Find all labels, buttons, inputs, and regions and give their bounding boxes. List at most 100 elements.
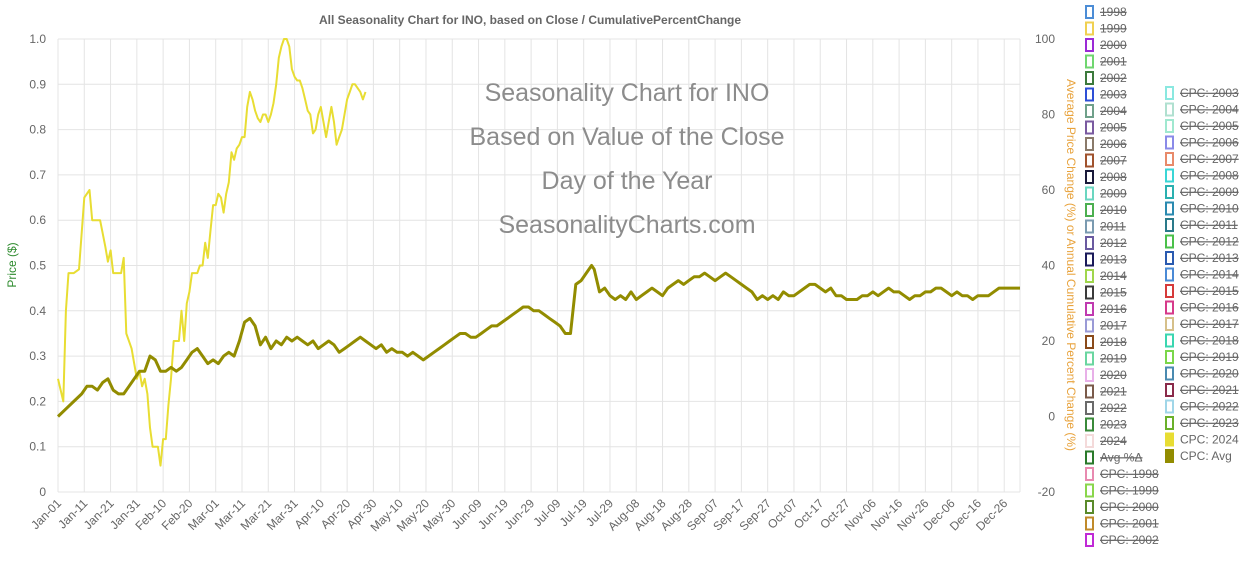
legend-item[interactable]: 2000 (1085, 38, 1127, 52)
legend-item[interactable]: CPC: 2002 (1085, 533, 1159, 547)
legend-swatch (1085, 236, 1094, 250)
legend-item[interactable]: 1999 (1085, 21, 1127, 36)
legend-item[interactable]: 2018 (1085, 335, 1127, 349)
legend-item[interactable]: CPC: 2024 (1165, 432, 1239, 447)
legend-label: CPC: 2015 (1180, 284, 1239, 298)
legend-item[interactable]: 2004 (1085, 104, 1127, 118)
legend-item[interactable]: CPC: Avg (1165, 449, 1232, 463)
legend-swatch (1165, 449, 1174, 463)
legend-label: CPC: 2002 (1100, 533, 1159, 547)
legend-item[interactable]: CPC: 2023 (1165, 416, 1239, 430)
legend-item[interactable]: Avg %Δ (1085, 450, 1142, 465)
legend-label: CPC: Avg (1180, 449, 1232, 463)
legend-item[interactable]: CPC: 2010 (1165, 201, 1239, 216)
y-axis-right: -20 0 20 40 60 80 100 (1035, 32, 1055, 499)
y-axis-right-label: Average Price Change (%) or Annual Cumul… (1064, 79, 1078, 451)
legend-label: 1998 (1100, 5, 1127, 19)
legend-label: 2023 (1100, 418, 1127, 432)
legend-swatch (1085, 21, 1094, 36)
legend-swatch (1165, 234, 1174, 249)
legend-item[interactable]: 2012 (1085, 236, 1127, 250)
legend-label: CPC: 2023 (1180, 416, 1239, 430)
legend-swatch (1085, 401, 1094, 415)
legend-item[interactable]: 2006 (1085, 137, 1127, 151)
y-right-tick-label: 80 (1042, 108, 1056, 122)
legend-item[interactable]: 2008 (1085, 170, 1127, 184)
y-axis-left-label: Price ($) (5, 242, 19, 287)
legend-item[interactable]: CPC: 1999 (1085, 483, 1159, 498)
legend-item[interactable]: CPC: 2006 (1165, 135, 1239, 150)
legend-item[interactable]: 2015 (1085, 285, 1127, 300)
legend-item[interactable]: CPC: 2012 (1165, 234, 1239, 249)
legend-label: Avg %Δ (1100, 451, 1142, 465)
legend-label: CPC: 2003 (1180, 86, 1239, 100)
legend-item[interactable]: CPC: 1998 (1085, 467, 1159, 481)
legend-item[interactable]: CPC: 2022 (1165, 399, 1239, 414)
legend-item[interactable]: 2022 (1085, 401, 1127, 415)
legend-swatch (1085, 417, 1094, 432)
y-right-tick-label: 0 (1048, 410, 1055, 424)
legend-swatch (1085, 71, 1094, 85)
legend-item[interactable]: 2016 (1085, 302, 1127, 316)
legend-label: 2019 (1100, 352, 1127, 366)
legend-item[interactable]: 2010 (1085, 203, 1127, 217)
legend-swatch (1085, 467, 1094, 481)
legend-swatch (1085, 318, 1094, 333)
watermark-line: Day of the Year (542, 167, 713, 195)
legend-swatch (1085, 54, 1094, 69)
legend[interactable]: 1998 1999 2000 2001 2002 2003 2004 2005 2006 2007… (1085, 5, 1239, 547)
legend-item[interactable]: 2017 (1085, 318, 1127, 333)
legend-item[interactable]: CPC: 2019 (1165, 350, 1239, 364)
legend-item[interactable]: CPC: 2001 (1085, 516, 1159, 531)
legend-item[interactable]: CPC: 2004 (1165, 102, 1239, 117)
legend-item[interactable]: CPC: 2020 (1165, 366, 1239, 381)
legend-item[interactable]: CPC: 2017 (1165, 317, 1239, 331)
legend-item[interactable]: CPC: 2015 (1165, 284, 1239, 298)
legend-item[interactable]: 2011 (1085, 219, 1126, 234)
x-tick-label: Jul-09 (531, 496, 564, 529)
legend-item[interactable]: 2013 (1085, 252, 1127, 267)
legend-item[interactable]: CPC: 2003 (1165, 86, 1239, 100)
legend-item[interactable]: CPC: 2000 (1085, 500, 1159, 514)
legend-item[interactable]: 2024 (1085, 434, 1127, 448)
legend-swatch (1165, 300, 1174, 315)
legend-item[interactable]: 2014 (1085, 269, 1127, 283)
grid (57, 38, 1021, 493)
legend-item[interactable]: 2003 (1085, 87, 1127, 102)
y-left-tick-label: 0.7 (29, 168, 46, 182)
y-left-tick-label: 0.9 (29, 77, 46, 91)
legend-item[interactable]: 2007 (1085, 153, 1127, 168)
y-left-tick-label: 0.8 (29, 123, 46, 137)
legend-swatch (1165, 251, 1174, 265)
legend-item[interactable]: CPC: 2008 (1165, 168, 1239, 183)
legend-label: CPC: 2021 (1180, 383, 1239, 397)
legend-swatch (1165, 383, 1174, 397)
legend-item[interactable]: CPC: 2005 (1165, 119, 1239, 133)
legend-item[interactable]: 2020 (1085, 368, 1127, 382)
legend-item[interactable]: 2001 (1085, 54, 1127, 69)
legend-label: 2008 (1100, 170, 1127, 184)
legend-item[interactable]: CPC: 2014 (1165, 267, 1239, 282)
legend-item[interactable]: CPC: 2016 (1165, 300, 1239, 315)
legend-item[interactable]: 2009 (1085, 186, 1127, 201)
legend-item[interactable]: CPC: 2018 (1165, 333, 1239, 348)
legend-item[interactable]: CPC: 2013 (1165, 251, 1239, 265)
legend-item[interactable]: CPC: 2021 (1165, 383, 1239, 397)
legend-item[interactable]: 2005 (1085, 120, 1127, 135)
legend-swatch (1085, 302, 1094, 316)
legend-item[interactable]: CPC: 2009 (1165, 185, 1239, 199)
legend-item[interactable]: CPC: 2007 (1165, 152, 1239, 166)
legend-label: 2000 (1100, 38, 1127, 52)
legend-swatch (1085, 87, 1094, 102)
legend-item[interactable]: 1998 (1085, 5, 1127, 19)
legend-item[interactable]: 2019 (1085, 351, 1127, 366)
legend-swatch (1085, 483, 1094, 498)
legend-item[interactable]: 2021 (1085, 384, 1127, 399)
legend-swatch (1085, 186, 1094, 201)
legend-item[interactable]: 2023 (1085, 417, 1127, 432)
legend-swatch (1085, 285, 1094, 300)
legend-swatch (1085, 450, 1094, 465)
legend-item[interactable]: 2002 (1085, 71, 1127, 85)
legend-item[interactable]: CPC: 2011 (1165, 218, 1238, 232)
legend-swatch (1165, 284, 1174, 298)
